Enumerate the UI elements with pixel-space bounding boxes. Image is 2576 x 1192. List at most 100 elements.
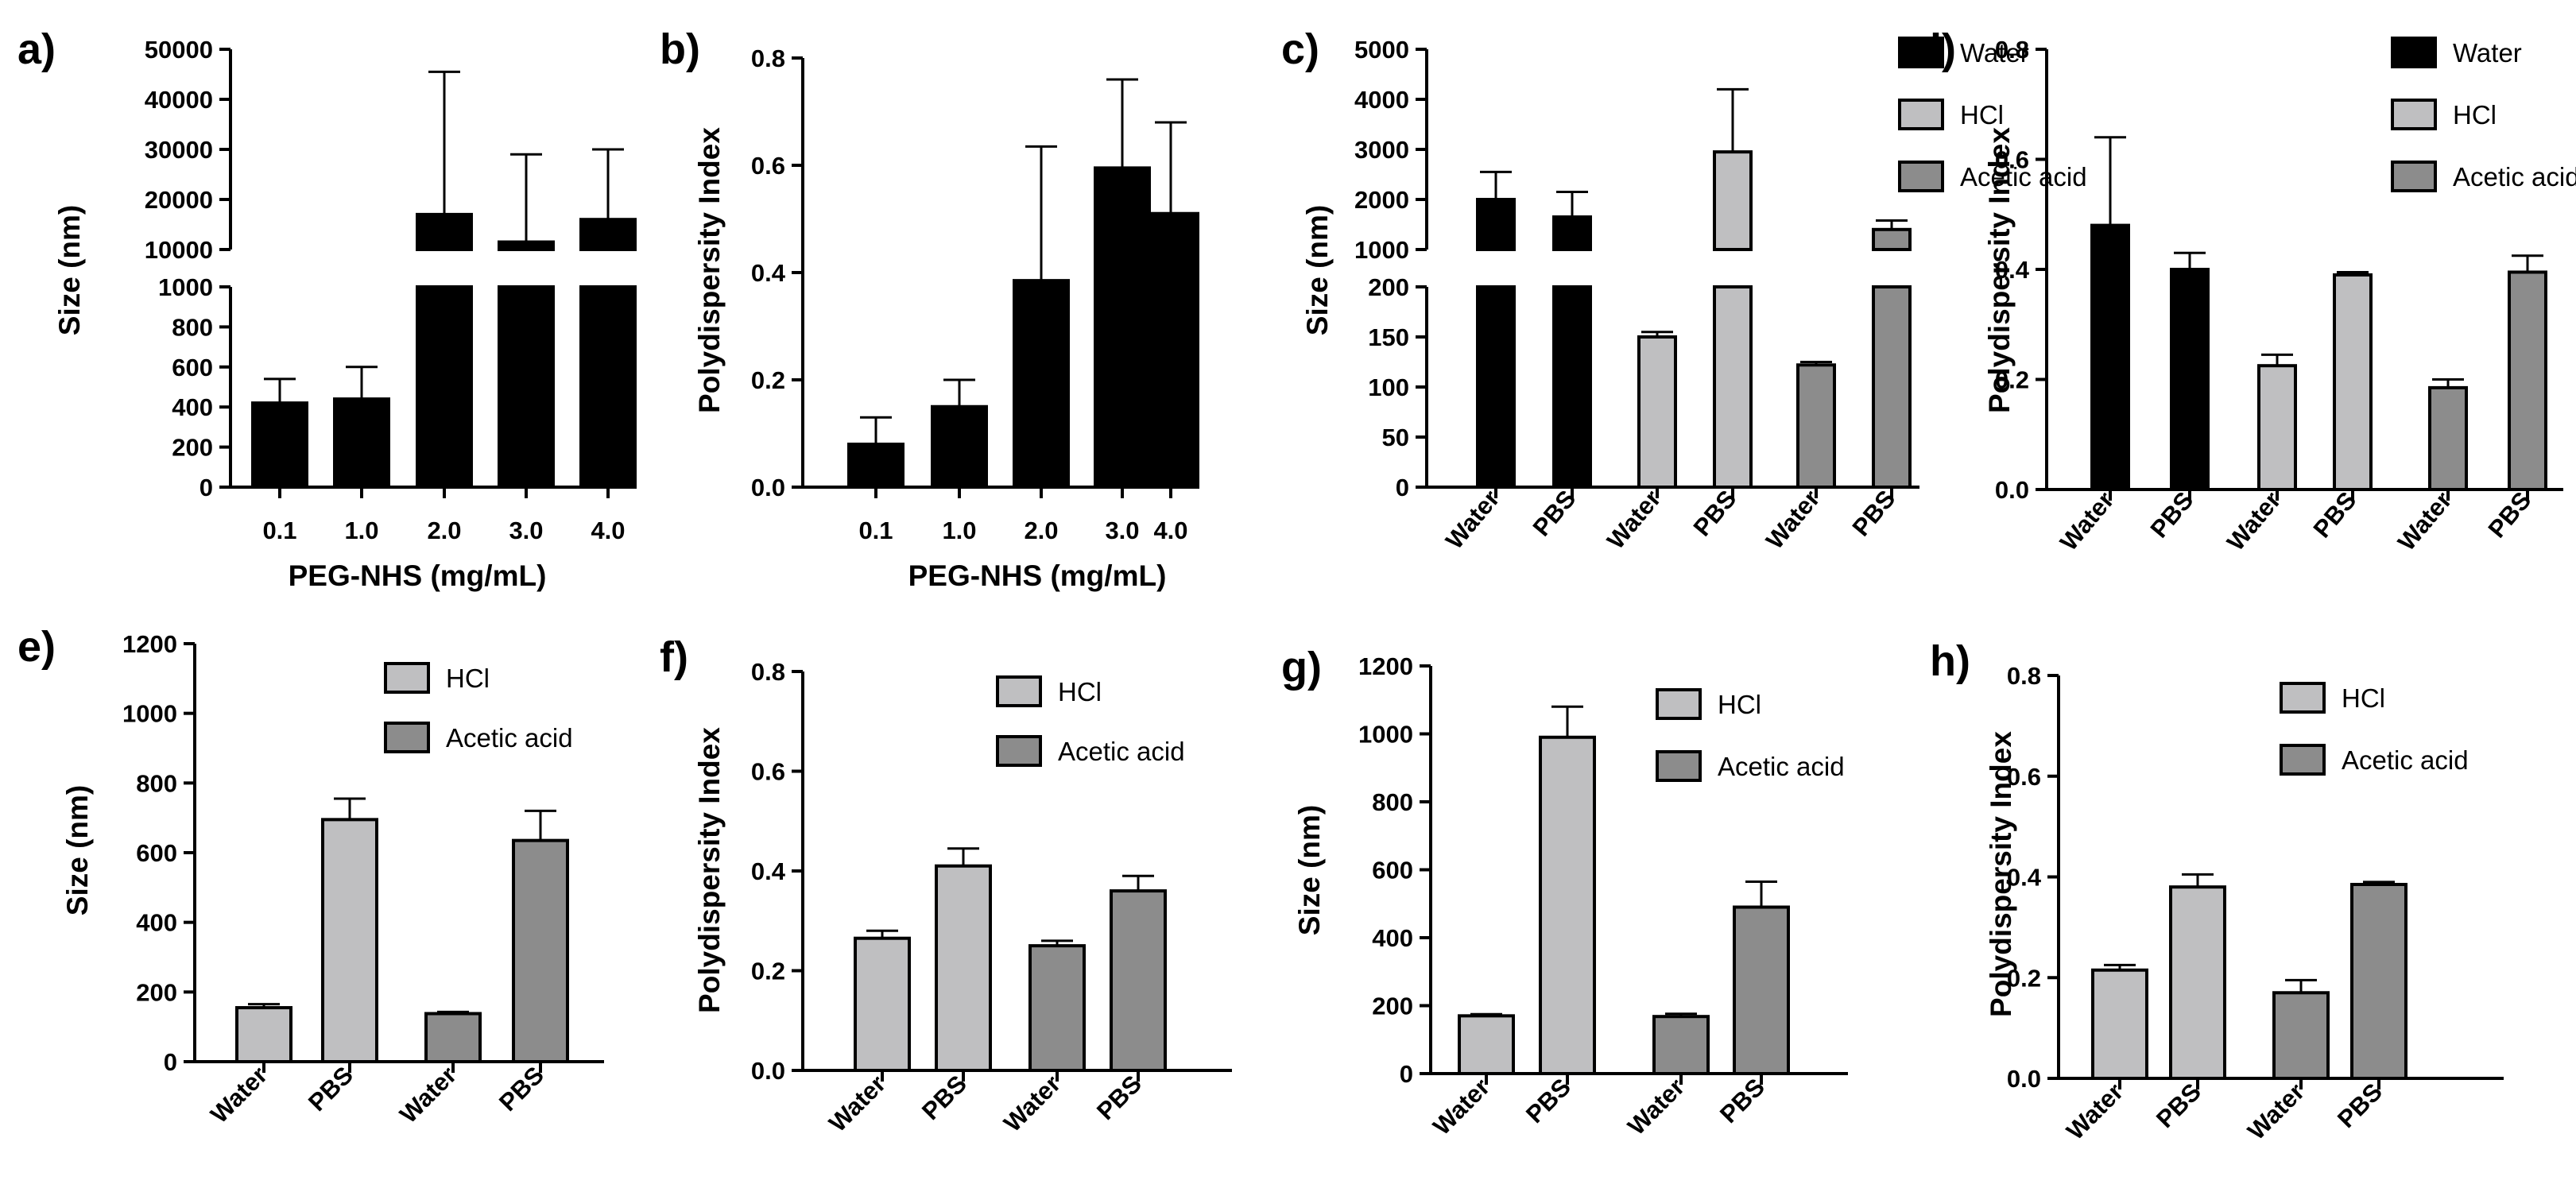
y-tick-label-c: 200 [1368, 273, 1409, 301]
y-tick-label-a: 200 [172, 434, 213, 462]
y-tick-label-b: 0.0 [751, 474, 785, 501]
y-tick-label-d: 0.0 [1995, 476, 2029, 504]
legend-label-d-1: HCl [2453, 100, 2497, 130]
y-tick-label-b: 0.4 [751, 259, 786, 287]
bar-c-5-lower [1872, 285, 1912, 489]
bar-c-0-upper [1476, 198, 1516, 251]
bar-e-0 [235, 1006, 292, 1064]
y-tick-label-c: 4000 [1354, 86, 1409, 114]
y-tick-label-a: 30000 [145, 136, 213, 164]
legend-swatch-d-0 [2391, 37, 2437, 68]
bar-c-2 [1637, 335, 1677, 489]
y-tick-label-c: 50 [1382, 424, 1409, 451]
legend-swatch-c-0 [1898, 37, 1944, 68]
y-tick-label-f: 0.2 [751, 958, 785, 985]
bar-b-1 [931, 404, 988, 489]
bar-c-0-lower [1476, 285, 1516, 489]
legend-label-h-0: HCl [2342, 683, 2385, 713]
legend-swatch-e-1 [384, 722, 430, 753]
legend-label-c-2: Acetic acid [1960, 162, 2087, 192]
y-tick-label-d: 0.4 [1995, 256, 2030, 284]
legend-label-f-1: Acetic acid [1058, 737, 1185, 766]
y-axis-label-h: Polydispersity Index [1985, 731, 2017, 1017]
legend-swatch-e-0 [384, 662, 430, 694]
legend-swatch-c-1 [1898, 99, 1944, 130]
bar-e-1 [321, 818, 378, 1063]
x-tick-label-a: 1.0 [344, 517, 378, 544]
y-tick-label-h: 0.6 [2007, 763, 2041, 791]
bar-h-1 [2169, 885, 2226, 1081]
legend-label-e-1: Acetic acid [446, 723, 573, 753]
y-tick-label-a: 400 [172, 393, 213, 421]
panel-label-g: g) [1281, 644, 1322, 691]
legend-swatch-d-2 [2391, 161, 2437, 192]
panel-label-d: d) [1916, 25, 1956, 73]
bar-f-0 [854, 936, 911, 1073]
legend-swatch-g-1 [1656, 750, 1702, 782]
legend-swatch-g-0 [1656, 688, 1702, 720]
y-tick-label-f: 0.0 [751, 1057, 785, 1085]
y-tick-label-b: 0.6 [751, 152, 785, 180]
legend-swatch-c-2 [1898, 161, 1944, 192]
legend-label-d-2: Acetic acid [2453, 162, 2576, 192]
legend-swatch-f-1 [996, 735, 1042, 767]
bar-b-2 [1013, 279, 1070, 489]
bar-e-3 [512, 838, 569, 1063]
y-tick-label-g: 1000 [1358, 721, 1413, 749]
bar-g-0 [1458, 1014, 1515, 1075]
x-tick-label-b: 4.0 [1153, 517, 1187, 544]
x-tick-label-g: Water [1427, 1073, 1495, 1140]
y-tick-label-a: 600 [172, 354, 213, 381]
y-tick-label-e: 1200 [122, 630, 177, 658]
bar-d-0 [2090, 223, 2130, 491]
bar-a-0 [251, 401, 308, 489]
y-tick-label-b: 0.2 [751, 366, 785, 394]
x-tick-label-b: 0.1 [858, 517, 893, 544]
bar-a-1 [333, 397, 390, 489]
legend-swatch-d-1 [2391, 99, 2437, 130]
y-tick-label-d: 0.8 [1995, 36, 2029, 64]
y-tick-label-a: 50000 [145, 36, 213, 64]
y-tick-label-e: 1000 [122, 700, 177, 728]
y-tick-label-e: 0 [164, 1048, 177, 1076]
y-tick-label-c: 5000 [1354, 36, 1409, 64]
y-axis-label-g: Size (nm) [1293, 805, 1326, 935]
bar-d-5 [2508, 270, 2547, 491]
y-axis-label-b: Polydispersity Index [693, 127, 726, 413]
bar-a-3-upper [498, 240, 555, 251]
legend-swatch-h-0 [2280, 682, 2326, 714]
bar-c-1-lower [1552, 285, 1592, 489]
y-tick-label-g: 0 [1400, 1060, 1413, 1088]
bar-c-3-lower [1713, 285, 1753, 489]
x-tick-label-d: Water [2222, 486, 2286, 556]
panel-label-b: b) [660, 25, 700, 73]
y-tick-label-g: 1200 [1358, 652, 1413, 680]
x-tick-label-d: Water [2392, 486, 2457, 556]
bar-b-3 [1094, 166, 1151, 489]
x-tick-label-b: 1.0 [942, 517, 976, 544]
y-tick-label-g: 400 [1372, 924, 1413, 952]
bar-d-4 [2428, 385, 2468, 492]
y-axis-label-c: Size (nm) [1301, 205, 1334, 335]
y-axis-label-a: Size (nm) [53, 205, 86, 335]
bar-g-2 [1652, 1015, 1710, 1076]
x-tick-label-a: 0.1 [262, 517, 296, 544]
bar-c-1-upper [1552, 215, 1592, 251]
legend-swatch-h-1 [2280, 744, 2326, 776]
panel-label-f: f) [660, 633, 688, 681]
x-tick-label-f: Water [823, 1070, 891, 1137]
y-tick-label-a: 800 [172, 313, 213, 341]
y-tick-label-a: 0 [199, 474, 213, 501]
panel-label-h: h) [1930, 637, 1970, 685]
y-tick-label-e: 800 [136, 769, 177, 797]
bar-a-2-lower [416, 285, 473, 489]
y-tick-label-h: 0.4 [2007, 864, 2042, 892]
x-tick-label-e: Water [205, 1061, 273, 1128]
bar-c-3-upper [1713, 150, 1753, 251]
y-tick-label-c: 1000 [1354, 236, 1409, 264]
x-tick-label-b: 3.0 [1105, 517, 1139, 544]
bar-h-2 [2272, 991, 2330, 1080]
y-tick-label-h: 0.2 [2007, 964, 2041, 992]
y-tick-label-e: 600 [136, 839, 177, 867]
y-tick-label-c: 2000 [1354, 186, 1409, 214]
